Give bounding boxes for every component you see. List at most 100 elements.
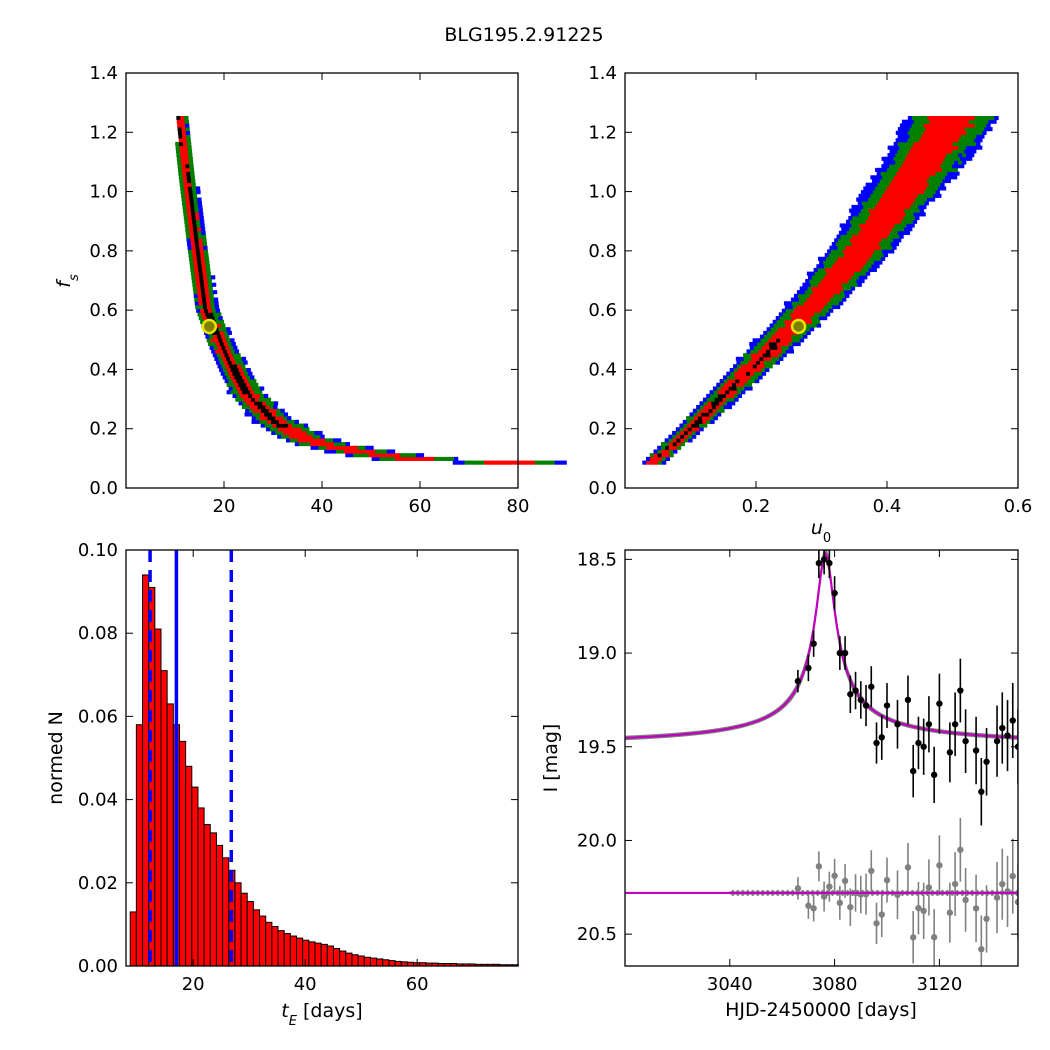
heatmap-cell (224, 334, 230, 339)
heatmap-cell (181, 127, 186, 132)
heatmap-cell (821, 308, 826, 313)
heatmap-cell (727, 401, 732, 406)
heatmap-cell (900, 201, 906, 206)
heatmap-cell (185, 127, 190, 132)
heatmap-cell (230, 375, 235, 380)
heatmap-cell (927, 171, 933, 176)
heatmap-cell (367, 449, 372, 454)
heatmap-cell (908, 219, 914, 224)
heatmap-cell (736, 386, 741, 391)
heatmap-cell (772, 338, 777, 343)
histogram-bar (376, 958, 384, 967)
heatmap-cell (851, 223, 856, 228)
heatmap-cell (876, 245, 881, 250)
heatmap-cell (815, 275, 821, 280)
heatmap-cell (290, 419, 296, 424)
heatmap-cell (896, 190, 901, 195)
heatmap-cell (895, 178, 900, 184)
heatmap-cell (905, 156, 910, 161)
heatmap-cell (661, 445, 666, 450)
heatmap-cell (880, 256, 886, 261)
heatmap-cell (897, 219, 902, 224)
heatmap-cell (954, 153, 959, 158)
heatmap-cell (838, 230, 844, 235)
heatmap-cell (219, 330, 225, 335)
heatmap-cell (290, 430, 296, 436)
heatmap-cell (791, 338, 797, 343)
heatmap-cell (781, 323, 786, 328)
heatmap-cell (272, 423, 277, 428)
heatmap-cell (693, 412, 698, 417)
heatmap-cell (305, 438, 310, 443)
heatmap-cell (452, 460, 458, 465)
heatmap-cell (893, 201, 898, 206)
heatmap-cell (219, 360, 225, 365)
heatmap-cell (923, 197, 928, 202)
heatmap-cell (196, 253, 201, 258)
heatmap-cell (286, 430, 292, 436)
residual-point (915, 904, 922, 912)
heatmap-cell (217, 334, 222, 339)
heatmap-cell (962, 160, 967, 165)
heatmap-cell (185, 193, 190, 198)
heatmap-cell (261, 405, 266, 410)
heatmap-cell (922, 160, 928, 165)
heatmap-cell (966, 130, 971, 135)
heatmap-cell (871, 178, 877, 184)
heatmap-cell (882, 212, 887, 217)
heatmap-cell (910, 223, 915, 228)
heatmap-cell (798, 297, 804, 302)
heatmap-cell (768, 338, 773, 343)
heatmap-cell (754, 349, 759, 354)
heatmap-cell (190, 204, 195, 210)
heatmap-cell (867, 204, 872, 210)
heatmap-cell (177, 160, 182, 165)
heatmap-cell (755, 356, 760, 361)
heatmap-cell (222, 356, 227, 361)
heatmap-cell (211, 308, 217, 313)
heatmap-cell (863, 241, 868, 247)
heatmap-cell (305, 427, 310, 432)
heatmap-cell (944, 156, 949, 161)
heatmap-cell (676, 442, 681, 447)
heatmap-cell (875, 204, 880, 210)
heatmap-cell (824, 279, 830, 284)
heatmap-cell (921, 175, 926, 180)
heatmap-cell (220, 353, 225, 358)
heatmap-cell (919, 130, 924, 135)
heatmap-cell (187, 178, 192, 184)
heatmap-cell (881, 238, 886, 243)
histogram-bars (129, 574, 519, 967)
heatmap-cell (863, 223, 868, 228)
heatmap-cell (844, 279, 849, 284)
heatmap-cell (823, 275, 829, 280)
heatmap-cell (814, 312, 819, 317)
heatmap-cell (915, 145, 920, 150)
heatmap-cell (883, 253, 888, 258)
heatmap-cell (713, 390, 718, 395)
heatmap-cell (897, 141, 902, 147)
heatmap-cell (842, 249, 848, 254)
heatmap-cell (974, 115, 980, 121)
axes-frame (624, 549, 1019, 967)
heatmap-cell (858, 212, 863, 217)
heatmap-cell (861, 256, 866, 261)
heatmap-cell (871, 204, 876, 210)
heatmap-cell (919, 138, 924, 143)
heatmap-cell (190, 267, 195, 273)
heatmap-cell (834, 260, 840, 265)
heatmap-cell (383, 456, 388, 461)
heatmap-cell (872, 245, 877, 250)
heatmap-cell (175, 145, 180, 150)
heatmap-cell (318, 445, 323, 450)
heatmap-cell (912, 182, 918, 187)
heatmap-cell (484, 460, 489, 465)
heatmap-cell (188, 156, 193, 161)
heatmap-cell (893, 219, 898, 224)
heatmap-cell (976, 134, 981, 139)
heatmap-cell (719, 405, 725, 410)
heatmap-cell (831, 304, 837, 310)
heatmap-cell (880, 190, 885, 195)
heatmap-cell (200, 227, 206, 232)
heatmap-cell (885, 182, 890, 187)
